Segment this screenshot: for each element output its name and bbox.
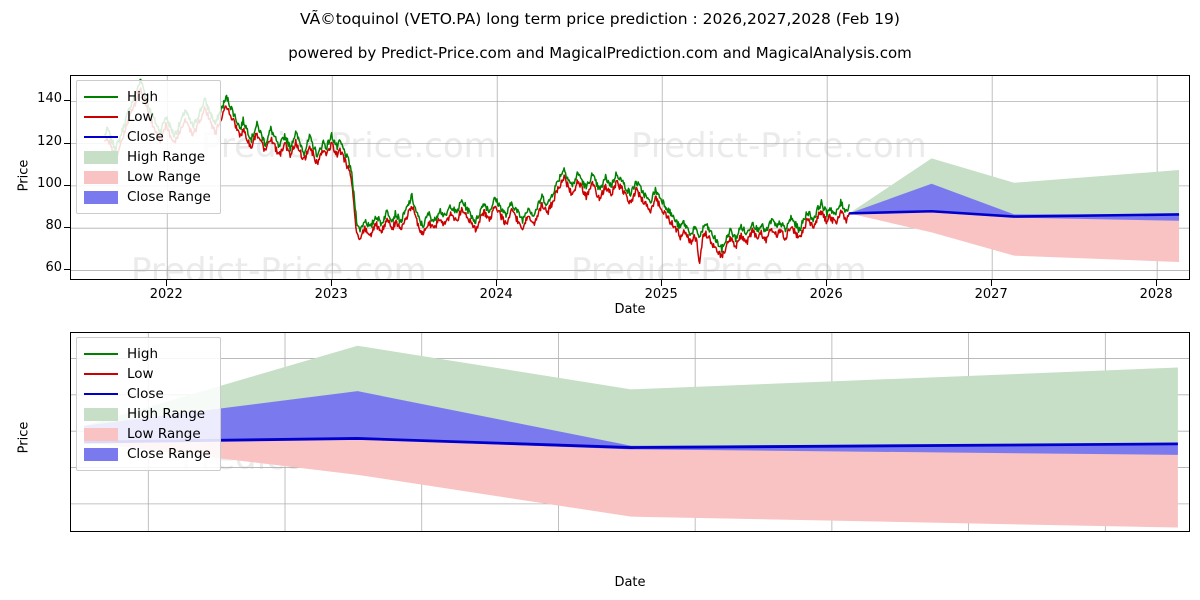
legend-label: Low bbox=[127, 109, 154, 125]
legend-label: High Range bbox=[127, 406, 206, 422]
legend-swatch bbox=[84, 135, 118, 139]
x-axis-tick-label: 2024 bbox=[479, 287, 513, 302]
legend-swatch bbox=[84, 150, 118, 164]
legend-line-swatch bbox=[84, 90, 118, 104]
x-axis-tick-label: 2023 bbox=[314, 287, 348, 302]
legend-label: Low Range bbox=[127, 426, 201, 442]
y-axis-tick-label: 100 bbox=[37, 175, 62, 191]
legend-patch-swatch bbox=[84, 407, 118, 421]
page-subtitle: powered by Predict-Price.com and Magical… bbox=[288, 44, 912, 62]
y-axis-tick-label: 80 bbox=[45, 218, 62, 234]
x-axis-tick-mark bbox=[991, 280, 993, 286]
legend-patch-swatch bbox=[84, 447, 118, 461]
x-axis-tick-mark bbox=[826, 280, 828, 286]
page-title: VÃ©toquinol (VETO.PA) long term price pr… bbox=[300, 10, 900, 28]
legend-item: Low Range bbox=[84, 167, 211, 187]
top-chart-x-axis-label: Date bbox=[614, 302, 646, 317]
x-axis-tick-mark bbox=[1156, 280, 1158, 286]
y-axis-tick-label: 60 bbox=[45, 260, 62, 276]
legend-swatch bbox=[84, 170, 118, 184]
bottom-chart-svg bbox=[71, 333, 1189, 531]
legend-item: Close bbox=[84, 127, 211, 147]
legend-patch-swatch bbox=[84, 190, 118, 204]
x-axis-tick-mark bbox=[331, 280, 333, 286]
legend-item: Close Range bbox=[84, 444, 211, 464]
legend-item: High bbox=[84, 87, 211, 107]
bottom-chart-plot-area: Predict-Price.com Predict-Price.com bbox=[70, 332, 1190, 532]
x-axis-tick-mark bbox=[166, 280, 168, 286]
legend-line-swatch bbox=[84, 367, 118, 381]
legend-patch-swatch bbox=[84, 170, 118, 184]
legend-label: Close bbox=[127, 386, 164, 402]
y-axis-tick-mark bbox=[64, 100, 70, 102]
legend-patch-swatch bbox=[84, 150, 118, 164]
x-axis-tick-label: 2022 bbox=[149, 287, 183, 302]
y-axis-tick-mark bbox=[64, 184, 70, 186]
legend-item: Low Range bbox=[84, 424, 211, 444]
top-chart-panel: Price Predict-Price.com Predict-Price.co… bbox=[17, 75, 1190, 317]
legend-label: High bbox=[127, 346, 159, 362]
legend-patch-swatch bbox=[84, 427, 118, 441]
legend-label: High Range bbox=[127, 149, 206, 165]
legend-label: High bbox=[127, 89, 159, 105]
legend-line-swatch bbox=[84, 387, 118, 401]
y-axis-tick-label: 120 bbox=[37, 133, 62, 149]
bottom-chart-y-axis-label: Price bbox=[16, 421, 32, 454]
legend-item: High bbox=[84, 344, 211, 364]
x-axis-tick-label: 2027 bbox=[974, 287, 1008, 302]
legend-swatch bbox=[84, 372, 118, 376]
top-chart-legend: High Low Close High Range Low Range Close Ran… bbox=[76, 80, 221, 214]
legend-swatch bbox=[84, 352, 118, 356]
legend-label: Close Range bbox=[127, 446, 211, 462]
legend-swatch bbox=[84, 447, 118, 461]
legend-line-swatch bbox=[84, 110, 118, 124]
x-axis-tick-mark bbox=[496, 280, 498, 286]
bottom-chart-x-axis-label: Date bbox=[614, 575, 646, 590]
legend-item: Low bbox=[84, 107, 211, 127]
legend-label: Low Range bbox=[127, 169, 201, 185]
legend-line-swatch bbox=[84, 130, 118, 144]
legend-swatch bbox=[84, 190, 118, 204]
legend-line-swatch bbox=[84, 347, 118, 361]
x-axis-tick-label: 2025 bbox=[644, 287, 678, 302]
legend-swatch bbox=[84, 392, 118, 396]
bottom-chart-legend: High Low Close High Range Low Range Close Ran… bbox=[76, 337, 221, 471]
legend-item: Low bbox=[84, 364, 211, 384]
x-axis-tick-mark bbox=[661, 280, 663, 286]
y-axis-tick-mark bbox=[64, 269, 70, 271]
legend-label: Close Range bbox=[127, 189, 211, 205]
legend-label: Low bbox=[127, 366, 154, 382]
legend-label: Close bbox=[127, 129, 164, 145]
legend-item: High Range bbox=[84, 404, 211, 424]
legend-swatch bbox=[84, 115, 118, 119]
legend-swatch bbox=[84, 427, 118, 441]
y-axis-tick-mark bbox=[64, 142, 70, 144]
y-axis-tick-mark bbox=[64, 227, 70, 229]
x-axis-tick-label: 2028 bbox=[1139, 287, 1173, 302]
top-chart-svg bbox=[71, 76, 1189, 279]
top-chart-plot-area: Predict-Price.com Predict-Price.com Pred… bbox=[70, 75, 1190, 280]
legend-item: Close bbox=[84, 384, 211, 404]
bottom-chart-panel: Price Predict-Price.com Predict-Price.co… bbox=[0, 320, 1200, 600]
legend-swatch bbox=[84, 407, 118, 421]
legend-item: High Range bbox=[84, 147, 211, 167]
x-axis-tick-label: 2026 bbox=[809, 287, 843, 302]
legend-item: Close Range bbox=[84, 187, 211, 207]
legend-swatch bbox=[84, 95, 118, 99]
y-axis-tick-label: 140 bbox=[37, 91, 62, 107]
